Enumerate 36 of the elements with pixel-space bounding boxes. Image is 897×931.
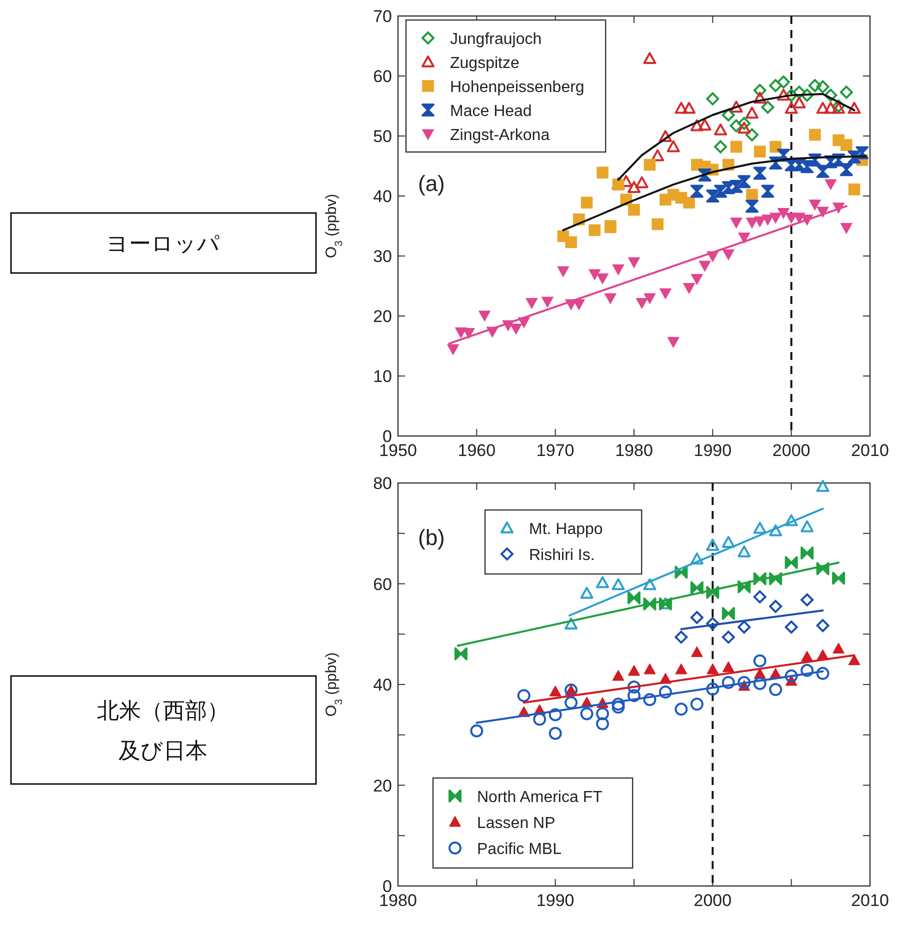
legend-label: Mt. Happo <box>529 521 603 538</box>
y-tick-label: 60 <box>373 574 392 594</box>
legend-label: Jungfraujoch <box>450 31 542 48</box>
legend-label: Rishiri Is. <box>529 547 595 564</box>
y-tick-label: 10 <box>373 367 392 386</box>
x-tick-label: 1990 <box>536 891 574 910</box>
x-tick-label: 2000 <box>772 441 810 460</box>
legend-label: Lassen NP <box>477 815 556 832</box>
x-tick-label: 1980 <box>615 441 653 460</box>
text: 北米（西部） <box>97 698 229 723</box>
y-tick-label: 20 <box>373 776 392 796</box>
x-tick-label: 1970 <box>536 441 574 460</box>
text: 及び日本 <box>118 738 208 763</box>
y-tick-label: 40 <box>373 187 392 206</box>
annotation: (b) <box>418 525 445 550</box>
y-tick-label: 40 <box>373 676 392 694</box>
legend-label: North America FT <box>477 789 603 806</box>
x-tick-label: 2000 <box>694 891 732 910</box>
y-tick-label: 80 <box>373 474 392 493</box>
x-tick-label: 1960 <box>458 441 496 460</box>
text: ヨーロッパ <box>106 231 220 256</box>
x-tick-label: 2010 <box>851 441 889 460</box>
x-tick-label: 1980 <box>379 891 417 910</box>
legend-label: Hohenpeissenberg <box>450 79 584 96</box>
x-tick-label: 1950 <box>379 441 417 460</box>
legend-label: Zingst-Arkona <box>450 127 550 144</box>
legend-label: Zugspitze <box>450 55 520 72</box>
legend-label: Pacific MBL <box>477 841 562 858</box>
x-tick-label: 2010 <box>851 891 889 910</box>
y-tick-label: 20 <box>373 307 392 326</box>
y-tick-label: 70 <box>373 7 392 26</box>
x-tick-label: 1990 <box>694 441 732 460</box>
annotation: (a) <box>418 171 445 196</box>
y-tick-label: 60 <box>373 67 392 86</box>
y-tick-label: 30 <box>373 247 392 266</box>
y-tick-label: 50 <box>373 127 392 146</box>
